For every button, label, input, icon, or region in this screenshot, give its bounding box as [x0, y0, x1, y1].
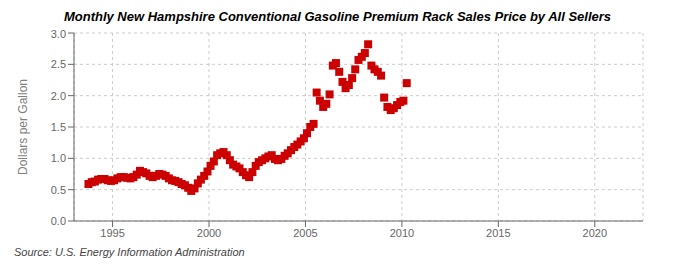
- svg-text:2020: 2020: [583, 227, 607, 239]
- svg-text:1995: 1995: [100, 227, 124, 239]
- svg-text:2010: 2010: [390, 227, 414, 239]
- html-text:Monthly New Hampshire Conventi: Monthly New Hampshire Conventional Gasol…: [63, 9, 612, 24]
- svg-text:1.5: 1.5: [51, 121, 66, 133]
- svg-text:2.0: 2.0: [51, 90, 66, 102]
- svg-text:1.0: 1.0: [51, 152, 66, 164]
- svg-text:0.5: 0.5: [51, 184, 66, 196]
- svg-text:2.5: 2.5: [51, 58, 66, 70]
- svg-text:0.0: 0.0: [51, 215, 66, 227]
- svg-text:2005: 2005: [293, 227, 317, 239]
- svg-text:3.0: 3.0: [51, 28, 66, 40]
- svg-text:Dollars per Gallon: Dollars per Gallon: [16, 79, 30, 175]
- svg-text:2000: 2000: [197, 227, 221, 239]
- html-text:Source: U.S. Energy Informatio: Source: U.S. Energy Information Administ…: [14, 246, 245, 258]
- svg-text:2015: 2015: [486, 227, 510, 239]
